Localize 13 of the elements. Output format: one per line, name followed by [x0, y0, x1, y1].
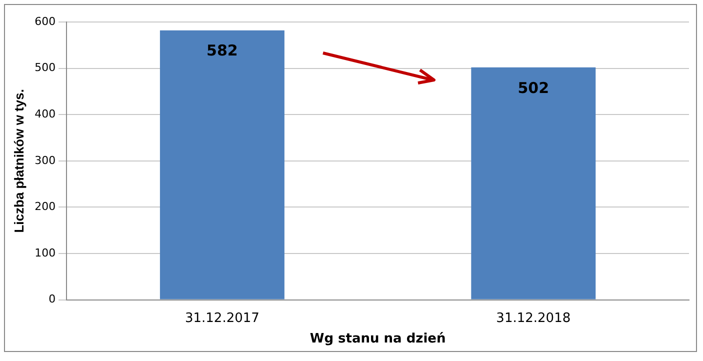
y-tick-label: 600: [34, 14, 56, 28]
x-tick-label: 31.12.2017: [184, 310, 260, 326]
y-tick-label: 400: [34, 107, 56, 120]
y-tick-label: 500: [34, 61, 56, 74]
y-tick-label: 100: [34, 246, 56, 260]
y-tick-label: 300: [34, 154, 56, 167]
x-axis-title: Wg stanu na dzień: [310, 332, 446, 347]
x-tick-label: 31.12.2018: [496, 310, 571, 326]
data-label: 502: [518, 78, 550, 97]
data-label: 582: [206, 42, 238, 60]
y-tick-label: 200: [34, 200, 56, 214]
y-tick-label: 0: [48, 292, 56, 306]
y-axis-title: Liczba płatników w tys.: [11, 89, 26, 233]
